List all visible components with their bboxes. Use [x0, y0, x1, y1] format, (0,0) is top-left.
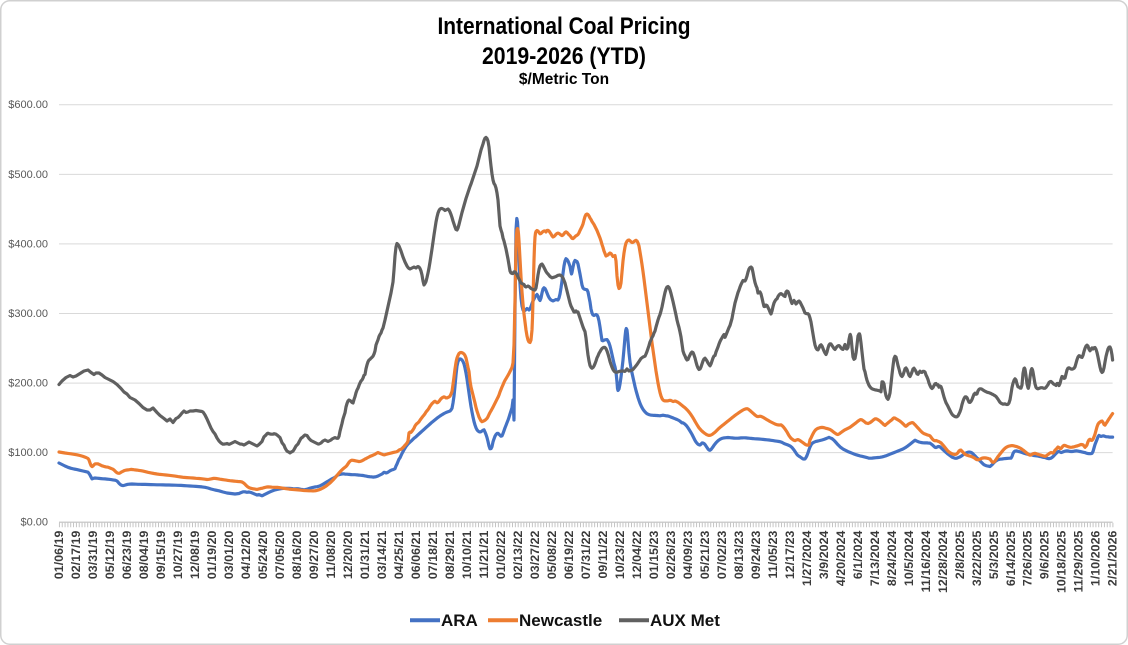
svg-text:07/18/21: 07/18/21	[426, 530, 440, 579]
svg-text:2019-2026 (YTD): 2019-2026 (YTD)	[482, 43, 646, 70]
svg-text:06/06/21: 06/06/21	[409, 530, 423, 579]
svg-text:06/23/19: 06/23/19	[120, 530, 134, 579]
svg-text:7/13/2024: 7/13/2024	[868, 530, 882, 586]
svg-text:1/27/2024: 1/27/2024	[800, 530, 814, 586]
svg-text:6/14/2025: 6/14/2025	[1004, 530, 1018, 586]
svg-text:05/24/20: 05/24/20	[256, 530, 270, 579]
svg-text:4/20/2024: 4/20/2024	[834, 530, 848, 586]
svg-text:09/27/20: 09/27/20	[307, 530, 321, 579]
svg-text:07/31/22: 07/31/22	[579, 530, 593, 579]
svg-text:12/08/19: 12/08/19	[188, 530, 202, 579]
svg-text:02/17/19: 02/17/19	[69, 530, 83, 579]
svg-text:9/6/2025: 9/6/2025	[1038, 530, 1052, 579]
svg-text:11/16/2024: 11/16/2024	[919, 530, 933, 592]
svg-text:10/5/2024: 10/5/2024	[902, 530, 916, 586]
svg-text:03/01/20: 03/01/20	[222, 530, 236, 579]
svg-text:08/16/20: 08/16/20	[290, 530, 304, 579]
svg-text:10/23/22: 10/23/22	[613, 530, 627, 579]
svg-text:08/13/23: 08/13/23	[732, 530, 746, 579]
svg-text:$/Metric Ton: $/Metric Ton	[519, 71, 609, 88]
svg-text:7/26/2025: 7/26/2025	[1021, 530, 1035, 586]
svg-text:10/27/19: 10/27/19	[171, 530, 185, 579]
svg-text:12/28/2024: 12/28/2024	[936, 530, 950, 593]
svg-text:Newcastle: Newcastle	[519, 611, 602, 630]
svg-text:ARA: ARA	[441, 611, 478, 630]
svg-text:$100.00: $100.00	[8, 447, 48, 459]
svg-text:$300.00: $300.00	[8, 308, 48, 320]
svg-text:04/09/23: 04/09/23	[681, 530, 695, 579]
svg-text:02/26/23: 02/26/23	[664, 530, 678, 579]
svg-text:10/18/2025: 10/18/2025	[1055, 530, 1069, 593]
svg-text:06/19/22: 06/19/22	[562, 530, 576, 579]
svg-text:03/31/19: 03/31/19	[86, 530, 100, 579]
svg-text:1/10/2026: 1/10/2026	[1089, 530, 1103, 586]
svg-text:3/22/2025: 3/22/2025	[970, 530, 984, 586]
svg-text:07/02/23: 07/02/23	[715, 530, 729, 579]
svg-text:3/9/2024: 3/9/2024	[817, 530, 831, 579]
svg-text:01/31/21: 01/31/21	[358, 530, 372, 579]
svg-text:$200.00: $200.00	[8, 378, 48, 390]
svg-text:11/08/20: 11/08/20	[324, 530, 338, 578]
svg-text:03/14/21: 03/14/21	[375, 530, 389, 579]
svg-text:07/05/20: 07/05/20	[273, 530, 287, 579]
svg-text:04/25/21: 04/25/21	[392, 530, 406, 579]
svg-text:12/20/20: 12/20/20	[341, 530, 355, 579]
svg-text:01/02/22: 01/02/22	[494, 530, 508, 579]
svg-text:2/8/2025: 2/8/2025	[953, 530, 967, 579]
svg-text:01/15/23: 01/15/23	[647, 530, 661, 579]
svg-text:09/11/22: 09/11/22	[596, 530, 610, 578]
svg-text:$400.00: $400.00	[8, 238, 48, 250]
svg-text:11/05/23: 11/05/23	[766, 530, 780, 578]
svg-text:International Coal Pricing: International Coal Pricing	[438, 13, 691, 40]
svg-text:12/17/23: 12/17/23	[783, 530, 797, 579]
svg-text:11/21/21: 11/21/21	[477, 530, 491, 578]
svg-text:02/13/22: 02/13/22	[511, 530, 525, 579]
svg-text:05/21/23: 05/21/23	[698, 530, 712, 579]
svg-text:04/12/20: 04/12/20	[239, 530, 253, 579]
svg-text:03/27/22: 03/27/22	[528, 530, 542, 579]
svg-text:$600.00: $600.00	[8, 99, 48, 111]
svg-text:08/04/19: 08/04/19	[137, 530, 151, 579]
svg-text:8/24/2024: 8/24/2024	[885, 530, 899, 586]
svg-text:$500.00: $500.00	[8, 169, 48, 181]
svg-text:6/1/2024: 6/1/2024	[851, 530, 865, 579]
svg-text:$0.00: $0.00	[20, 517, 48, 529]
svg-text:09/15/19: 09/15/19	[154, 530, 168, 579]
svg-text:09/24/23: 09/24/23	[749, 530, 763, 579]
svg-text:05/08/22: 05/08/22	[545, 530, 559, 579]
svg-text:08/29/21: 08/29/21	[443, 530, 457, 579]
svg-text:2/21/2026: 2/21/2026	[1106, 530, 1120, 586]
svg-text:AUX Met: AUX Met	[650, 611, 720, 630]
svg-text:5/3/2025: 5/3/2025	[987, 530, 1001, 579]
svg-text:01/19/20: 01/19/20	[205, 530, 219, 579]
svg-text:12/04/22: 12/04/22	[630, 530, 644, 579]
svg-text:01/06/19: 01/06/19	[52, 530, 66, 579]
svg-text:11/29/2025: 11/29/2025	[1072, 530, 1086, 592]
svg-text:10/10/21: 10/10/21	[460, 530, 474, 579]
svg-text:05/12/19: 05/12/19	[103, 530, 117, 579]
